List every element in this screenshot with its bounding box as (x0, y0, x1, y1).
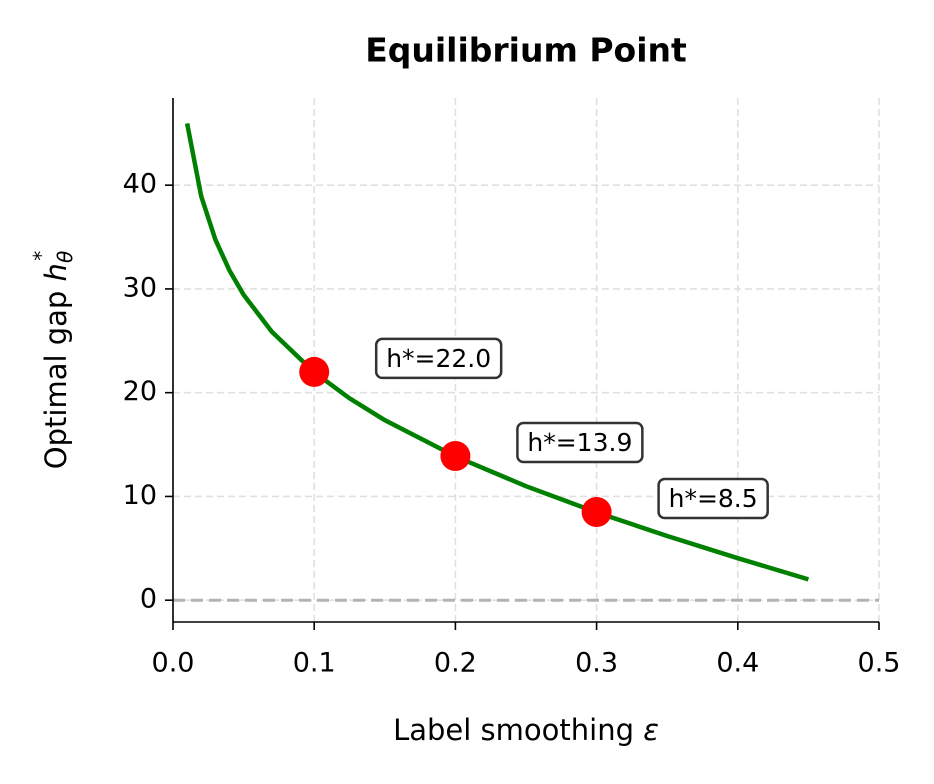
x-label-text: Label smoothing (393, 713, 634, 747)
point (581, 497, 612, 528)
x-tick-label: 0.0 (152, 648, 195, 679)
y-label-symbol: h (39, 263, 73, 281)
chart-title: Equilibrium Point (365, 31, 687, 70)
x-tick-label: 0.2 (434, 648, 477, 679)
point (440, 440, 471, 471)
value-label: h*=22.0 (386, 344, 491, 373)
annotation-box (657, 477, 769, 520)
annotation-box (516, 421, 644, 464)
curve (184, 122, 810, 582)
y-tick-label: 30 (123, 272, 157, 303)
y-tick-label: 20 (123, 376, 157, 407)
value-label: h*=8.5 (669, 484, 758, 513)
x-tick-label: 0.5 (858, 648, 901, 679)
y-tick-label: 10 (123, 480, 157, 511)
x-tick-label: 0.4 (716, 648, 759, 679)
y-label-sub: θ (53, 251, 77, 263)
annotation: h*=22.0 (374, 337, 503, 380)
annotation: h*=13.9 (516, 421, 644, 464)
value-label: h*=13.9 (527, 428, 632, 457)
x-label-symbol: ε (643, 713, 659, 747)
x-axis-label: Label smoothing ε (393, 713, 659, 747)
point (299, 356, 330, 387)
y-tick-label: 0 (140, 584, 157, 615)
y-tick-label: 40 (123, 169, 157, 200)
y-axis-label: Optimal gap hθ* (29, 251, 77, 469)
annotation: h*=8.5 (657, 477, 769, 520)
y-label-sup: * (29, 251, 53, 261)
x-tick-label: 0.3 (575, 648, 618, 679)
y-label-text: Optimal gap (39, 291, 73, 470)
x-tick-label: 0.1 (293, 648, 336, 679)
annotation-box (374, 337, 503, 380)
